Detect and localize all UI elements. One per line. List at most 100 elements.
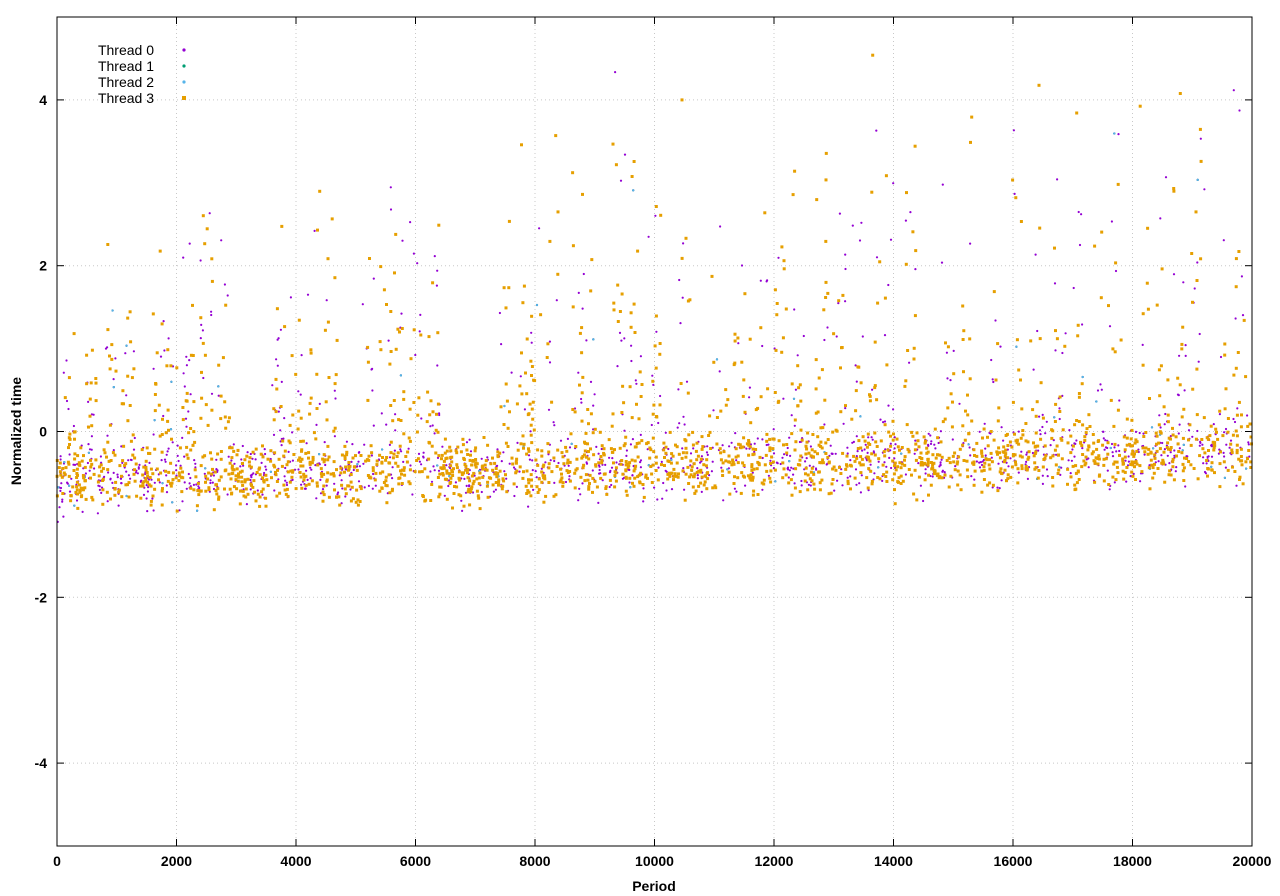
data-point-thread-0 <box>634 379 637 382</box>
data-point-thread-0 <box>744 484 747 487</box>
data-point-thread-0 <box>177 459 180 463</box>
data-point-thread-0 <box>282 437 285 440</box>
data-point-thread-0 <box>98 485 101 488</box>
data-point-thread-0 <box>652 383 655 386</box>
data-point-thread-0 <box>761 438 764 441</box>
data-point-thread-0 <box>303 487 307 490</box>
data-point-thread-0 <box>1007 465 1010 468</box>
data-point-thread-0 <box>175 464 178 467</box>
data-point-thread-0 <box>618 331 622 334</box>
data-point-thread-0 <box>333 435 336 438</box>
data-point-thread-0 <box>882 421 885 424</box>
data-point-thread-0 <box>553 481 556 484</box>
data-point-thread-0 <box>300 354 303 357</box>
data-point-thread-0 <box>991 378 994 381</box>
data-point-thread-0 <box>623 429 626 432</box>
data-point-thread-0 <box>793 308 796 311</box>
data-point-thread-0 <box>106 500 109 503</box>
data-point-thread-0 <box>859 491 863 494</box>
data-point-thread-0 <box>793 482 796 485</box>
data-point-thread-0 <box>577 291 580 294</box>
data-point-thread-0 <box>759 279 762 282</box>
data-point-thread-0 <box>1203 188 1206 191</box>
data-point-thread-0 <box>81 510 84 513</box>
data-point-thread-0 <box>753 442 756 445</box>
data-point-thread-0 <box>99 455 102 458</box>
data-point-thread-0 <box>766 279 769 282</box>
data-point-thread-0 <box>860 221 863 224</box>
data-point-thread-0 <box>164 460 167 463</box>
data-point-thread-0 <box>740 264 744 267</box>
data-point-thread-0 <box>230 459 233 462</box>
data-point-thread-0 <box>651 374 654 377</box>
data-point-thread-0 <box>1177 432 1180 435</box>
data-point-thread-0 <box>305 442 308 445</box>
data-point-thread-0 <box>1199 137 1202 140</box>
data-point-thread-0 <box>246 451 249 454</box>
data-point-thread-0 <box>291 459 294 462</box>
data-point-thread-0 <box>831 452 834 455</box>
data-point-thread-0 <box>357 480 361 483</box>
data-point-thread-0 <box>735 459 738 462</box>
data-point-thread-0 <box>184 417 188 420</box>
data-point-thread-0 <box>208 490 211 493</box>
data-point-thread-0 <box>975 460 979 463</box>
data-point-thread-0 <box>527 505 530 508</box>
data-point-thread-0 <box>888 456 891 459</box>
data-point-thread-0 <box>1229 439 1233 442</box>
data-point-thread-0 <box>835 335 838 338</box>
data-point-thread-0 <box>199 259 202 262</box>
data-point-thread-0 <box>889 442 892 445</box>
data-point-thread-0 <box>1232 89 1235 92</box>
data-point-thread-0 <box>165 484 168 487</box>
data-point-thread-0 <box>608 485 611 489</box>
data-point-thread-0 <box>1080 213 1083 216</box>
data-point-thread-0 <box>639 466 643 469</box>
data-point-thread-0 <box>1222 451 1225 454</box>
data-point-thread-0 <box>946 377 949 380</box>
data-point-thread-0 <box>788 436 791 439</box>
data-point-thread-0 <box>790 414 793 417</box>
data-point-thread-0 <box>1024 463 1027 466</box>
data-point-thread-0 <box>216 469 219 472</box>
data-point-thread-0 <box>689 452 693 455</box>
data-point-thread-0 <box>998 487 1001 490</box>
data-point-thread-0 <box>887 404 890 407</box>
data-point-thread-0 <box>1000 479 1003 482</box>
data-point-thread-0 <box>412 252 415 255</box>
data-point-thread-0 <box>90 448 93 451</box>
data-point-thread-0 <box>171 365 175 368</box>
data-point-thread-0 <box>516 441 519 444</box>
data-point-thread-0 <box>973 478 976 481</box>
data-point-thread-0 <box>209 481 212 485</box>
data-point-thread-0 <box>519 375 522 378</box>
data-point-thread-0 <box>261 493 264 496</box>
data-point-thread-0 <box>631 474 634 477</box>
data-point-thread-0 <box>125 394 128 397</box>
data-point-thread-0 <box>727 467 731 470</box>
data-point-thread-0 <box>1219 355 1223 359</box>
data-point-thread-0 <box>1012 129 1016 132</box>
data-point-thread-0 <box>657 421 660 425</box>
data-point-thread-0 <box>1041 425 1044 429</box>
data-point-thread-0 <box>160 459 163 462</box>
data-point-thread-0 <box>904 219 908 222</box>
data-point-thread-0 <box>127 459 130 462</box>
data-point-thread-0 <box>1061 351 1064 355</box>
data-point-thread-0 <box>494 488 497 491</box>
data-point-thread-0 <box>997 462 1000 465</box>
data-point-thread-0 <box>352 468 355 472</box>
data-point-thread-0 <box>438 412 441 415</box>
data-point-thread-0 <box>600 447 603 451</box>
data-point-thread-0 <box>70 477 73 480</box>
data-point-thread-0 <box>464 491 468 494</box>
data-point-thread-0 <box>182 256 185 259</box>
data-point-thread-0 <box>1178 423 1181 426</box>
data-point-thread-0 <box>1172 273 1176 276</box>
data-point-thread-0 <box>1096 389 1100 392</box>
data-point-thread-0 <box>386 492 389 495</box>
data-point-thread-0 <box>92 413 95 416</box>
data-point-thread-0 <box>597 452 600 455</box>
data-point-thread-0 <box>595 445 598 448</box>
data-point-thread-0 <box>256 489 259 492</box>
